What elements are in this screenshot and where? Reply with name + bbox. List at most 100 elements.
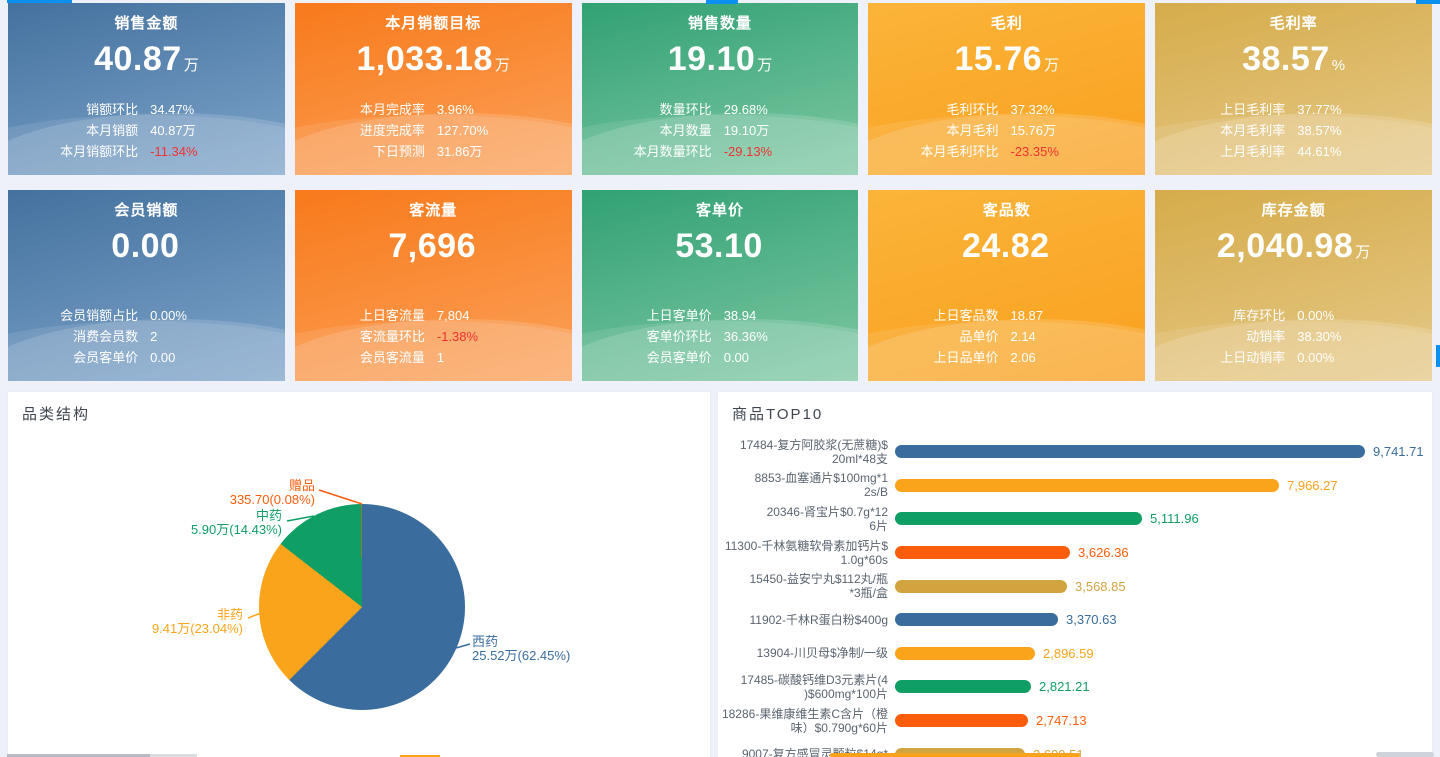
card-stat-row: 客单价环比 36.36% bbox=[582, 329, 859, 345]
bar[interactable] bbox=[895, 478, 1279, 492]
card-stat-row: 本月销额 40.87万 bbox=[8, 123, 285, 139]
kpi-card[interactable]: 会员销额 0.00 会员销额占比 0.00% 消费会员数 2 会员客单价 0.00 bbox=[8, 190, 285, 381]
stat-label: 库存环比 bbox=[1233, 308, 1286, 323]
card-stat-row: 上日客单价 38.94 bbox=[582, 308, 859, 324]
stat-label: 上月毛利率 bbox=[1220, 144, 1286, 159]
bar[interactable] bbox=[895, 747, 1025, 757]
bar[interactable] bbox=[895, 714, 1028, 728]
stat-label: 本月销额 bbox=[86, 123, 139, 138]
bar-value: 9,741.71 bbox=[1373, 444, 1424, 460]
pie-label-zhongyao: 中药 5.90万(14.43%) bbox=[191, 509, 282, 537]
bar-label: 9007-复方感冒灵颗粒$14g* bbox=[741, 747, 888, 757]
card-stat-row: 库存环比 0.00% bbox=[1155, 308, 1432, 324]
card-rows: 毛利环比 37.32% 本月毛利 15.76万 本月毛利环比 -23.35% bbox=[868, 102, 1145, 175]
bar[interactable] bbox=[895, 680, 1031, 694]
kpi-card[interactable]: 客单价 53.10 上日客单价 38.94 客单价环比 36.36% 会员客单价 0.00 bbox=[581, 190, 859, 381]
card-title: 销售金额 bbox=[114, 15, 179, 32]
card-stat-row: 本月数量环比 -29.13% bbox=[582, 144, 859, 160]
stat-label: 动销率 bbox=[1246, 329, 1286, 344]
card-value: 24.82 bbox=[961, 227, 1050, 265]
card-stat-row: 上日品单价 2.06 bbox=[868, 350, 1145, 366]
kpi-card[interactable]: 毛利 15.76 万 毛利环比 37.32% 本月毛利 15.76万 本月毛利环比 -23.… bbox=[868, 3, 1146, 175]
stat-label: 客单价环比 bbox=[646, 329, 712, 344]
card-stat-row: 下日预测 31.86万 bbox=[295, 144, 572, 160]
kpi-card[interactable]: 客流量 7,696 上日客流量 7,804 客流量环比 -1.38% 会员客流量 1 bbox=[294, 190, 572, 381]
stat-value: -1.38% bbox=[436, 329, 479, 344]
card-unit: 万 bbox=[494, 57, 510, 74]
kpi-card[interactable]: 客品数 24.82 上日客品数 18.87 品单价 2.14 上日品单价 2.06 bbox=[868, 190, 1146, 381]
bar-label: 15450-益安宁丸$112丸/瓶 *3瓶/盒 bbox=[749, 572, 888, 601]
card-stat-row: 数量环比 29.68% bbox=[582, 102, 859, 118]
card-main-value: 0.00 bbox=[8, 227, 285, 266]
stat-value: 7,804 bbox=[436, 308, 470, 323]
bar-track: 3,626.36 bbox=[895, 545, 1129, 560]
stat-label: 上日品单价 bbox=[933, 350, 999, 365]
pie-slice-value: 9.41万(23.04%) bbox=[151, 621, 243, 636]
stat-label: 毛利环比 bbox=[946, 102, 999, 117]
bar-label: 11902-千林R蛋白粉$400g bbox=[749, 612, 888, 627]
bar-label: 8853-血塞通片$100mg*1 2s/B bbox=[754, 471, 888, 500]
card-value: 1,033.18 bbox=[356, 40, 493, 78]
bar-track: 5,111.96 bbox=[895, 511, 1199, 526]
card-unit: % bbox=[1331, 57, 1346, 74]
card-title: 本月销额目标 bbox=[385, 15, 482, 32]
card-rows: 上日客流量 7,804 客流量环比 -1.38% 会员客流量 1 bbox=[295, 308, 572, 381]
stat-label: 会员销额占比 bbox=[60, 308, 139, 323]
bottom-edge-artifact bbox=[400, 755, 440, 757]
stat-value: 15.76万 bbox=[1010, 123, 1057, 138]
bar[interactable] bbox=[895, 445, 1365, 459]
stat-value: 0.00% bbox=[150, 308, 187, 323]
bar-row: 11902-千林R蛋白粉$400g 3,370.63 bbox=[718, 603, 1432, 637]
pie-slice-name: 非药 bbox=[216, 607, 243, 622]
bar-row: 13904-川贝母$净制/一级 2,896.59 bbox=[718, 637, 1432, 671]
card-stat-row: 动销率 38.30% bbox=[1155, 329, 1432, 345]
bottom-scrollbar-thumb[interactable] bbox=[1376, 752, 1434, 757]
pie-label-zengpin: 赠品 335.70(0.08%) bbox=[230, 479, 315, 507]
bar[interactable] bbox=[895, 646, 1035, 660]
card-stat-row: 毛利环比 37.32% bbox=[868, 102, 1145, 118]
bar-value: 2,747.13 bbox=[1036, 713, 1087, 729]
bar-row: 8853-血塞通片$100mg*1 2s/B 7,966.27 bbox=[718, 469, 1432, 503]
card-main-value: 1,033.18 万 bbox=[295, 40, 572, 79]
kpi-card[interactable]: 本月销额目标 1,033.18 万 本月完成率 3.96% 进度完成率 127.70% 下… bbox=[294, 3, 572, 175]
stat-value: 19.10万 bbox=[723, 123, 770, 138]
category-structure-panel: 品类结构 西药 25.52万(62.45%) 非药 9.41万(23.04%) … bbox=[8, 392, 710, 757]
bar-label: 13904-川贝母$净制/一级 bbox=[756, 646, 888, 661]
pie-panel-title: 品类结构 bbox=[22, 406, 91, 423]
card-value: 7,696 bbox=[388, 227, 476, 265]
card-title: 销售数量 bbox=[687, 15, 752, 32]
bar-track: 2,699.51 bbox=[895, 747, 1084, 757]
stat-value: 38.57% bbox=[1297, 123, 1342, 138]
bar-label: 11300-千林氨糖软骨素加钙片$ 1.0g*60s bbox=[724, 538, 888, 567]
stat-label: 会员客流量 bbox=[359, 350, 425, 365]
top-accent-bar bbox=[706, 0, 738, 4]
bar-row: 15450-益安宁丸$112丸/瓶 *3瓶/盒 3,568.85 bbox=[718, 569, 1432, 603]
bottom-scrollbar-thumb[interactable] bbox=[7, 754, 150, 757]
bar[interactable] bbox=[895, 546, 1070, 560]
bar-panel-title: 商品TOP10 bbox=[732, 406, 824, 423]
stat-value: 37.77% bbox=[1297, 102, 1342, 117]
kpi-card[interactable]: 销售金额 40.87 万 销额环比 34.47% 本月销额 40.87万 本月销额环比 -1… bbox=[8, 3, 285, 175]
bar[interactable] bbox=[895, 512, 1142, 526]
vertical-scrollbar-thumb[interactable] bbox=[1436, 345, 1440, 367]
stat-label: 上日客品数 bbox=[933, 308, 999, 323]
bar[interactable] bbox=[895, 613, 1058, 627]
stat-value: 38.94 bbox=[723, 308, 757, 323]
bar-row: 17484-复方阿胶浆(无蔗糖)$ 20ml*48支 9,741.71 bbox=[718, 435, 1432, 469]
stat-label: 销额环比 bbox=[86, 102, 139, 117]
kpi-card[interactable]: 销售数量 19.10 万 数量环比 29.68% 本月数量 19.10万 本月数量环比 -2… bbox=[581, 3, 859, 175]
kpi-card[interactable]: 库存金额 2,040.98 万 库存环比 0.00% 动销率 38.30% 上日动销率 0.… bbox=[1155, 190, 1432, 381]
card-main-value: 2,040.98 万 bbox=[1155, 227, 1432, 266]
stat-value: 40.87万 bbox=[150, 123, 196, 138]
stat-value: 36.36% bbox=[723, 329, 768, 344]
bar[interactable] bbox=[895, 579, 1067, 593]
kpi-card[interactable]: 毛利率 38.57% 上日毛利率 37.77% 本月毛利率 38.57% 上月毛利率 44… bbox=[1155, 3, 1432, 175]
card-main-value: 15.76 万 bbox=[868, 40, 1145, 79]
card-stat-row: 本月销额环比 -11.34% bbox=[8, 144, 285, 160]
card-stat-row: 上日毛利率 37.77% bbox=[1155, 102, 1432, 118]
pie-chart[interactable] bbox=[259, 504, 465, 710]
stat-label: 上日毛利率 bbox=[1220, 102, 1286, 117]
pie-slice-name: 西药 bbox=[472, 634, 499, 649]
stat-label: 数量环比 bbox=[659, 102, 712, 117]
pie-label-xiyao: 西药 25.52万(62.45%) bbox=[472, 635, 570, 663]
